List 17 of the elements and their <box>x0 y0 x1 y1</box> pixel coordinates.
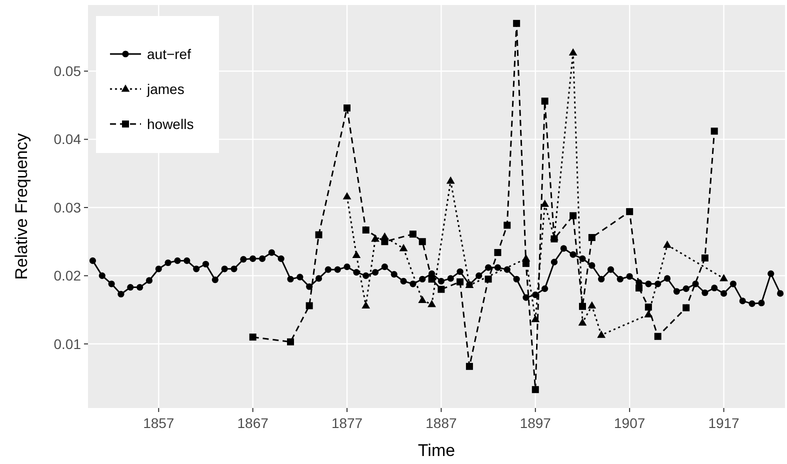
y-tick-label: 0.05 <box>54 63 82 80</box>
x-tick-label: 1917 <box>708 415 740 431</box>
y-tick-label: 0.01 <box>54 336 82 352</box>
y-axis-title: Relative Frequency <box>12 132 31 280</box>
y-tick-label: 0.03 <box>54 199 82 216</box>
legend-label: james <box>146 80 184 97</box>
x-tick-label: 1857 <box>143 415 174 431</box>
x-tick-label: 1877 <box>331 415 363 431</box>
legend-label: aut−ref <box>147 46 192 62</box>
x-tick-label: 1897 <box>520 415 552 431</box>
x-tick-label: 1887 <box>426 415 457 431</box>
y-tick-label: 0.04 <box>54 131 82 148</box>
legend-label: howells <box>147 116 194 132</box>
x-tick-label: 1867 <box>237 415 269 431</box>
x-axis-title: Time <box>418 441 456 460</box>
x-tick-label: 1907 <box>614 415 646 431</box>
y-tick-label: 0.02 <box>54 268 82 284</box>
